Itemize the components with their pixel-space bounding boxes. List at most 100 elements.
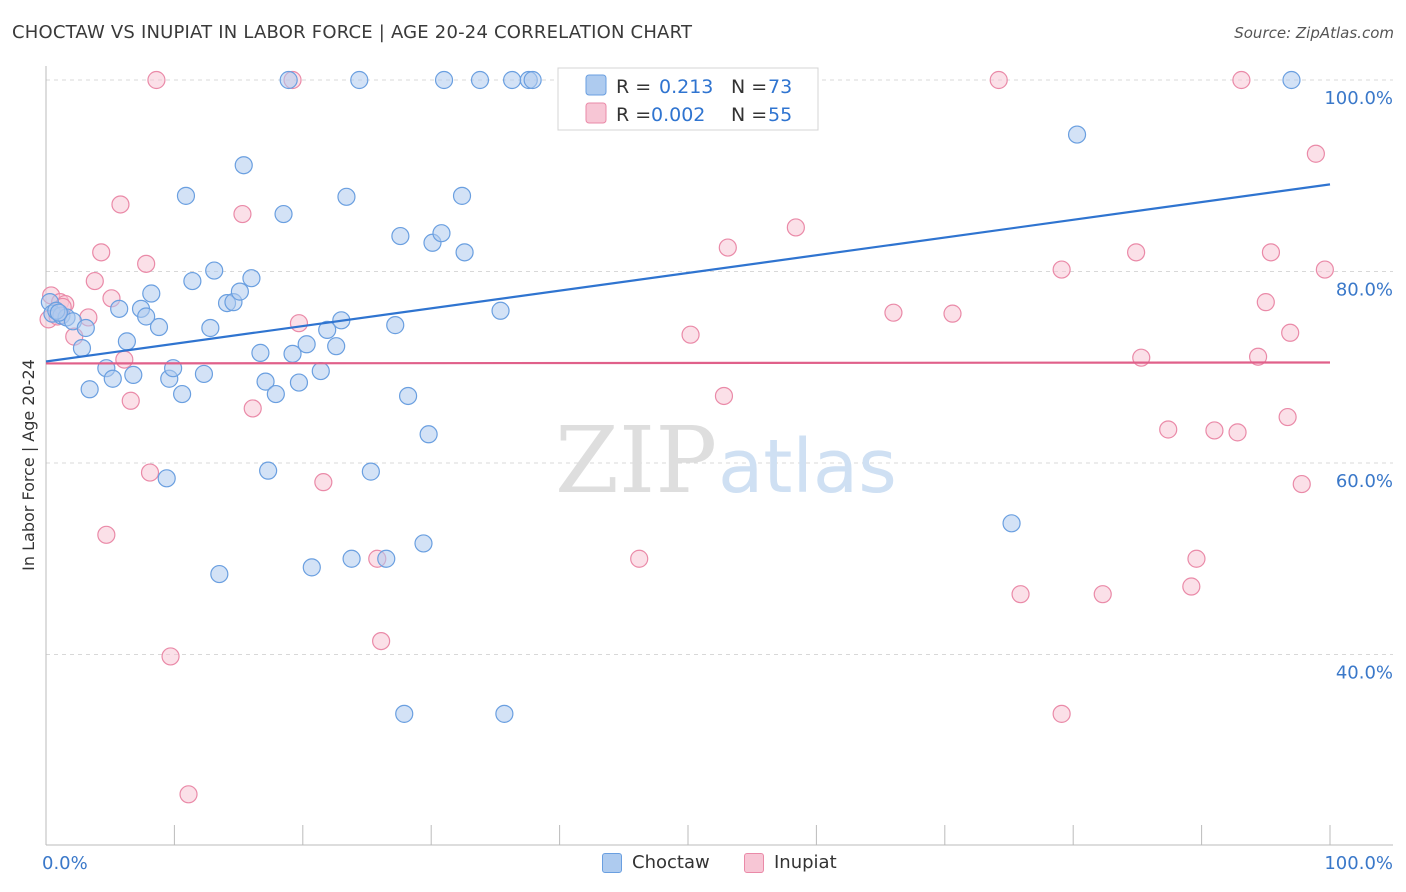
bottom-legend-inupiat: Inupiat [744, 852, 837, 873]
inupiat-point [1278, 407, 1297, 427]
choctaw-point [1002, 514, 1021, 533]
inupiat-point [1011, 585, 1030, 604]
axes [45, 66, 1393, 846]
inupiat-point [161, 647, 180, 666]
choctaw-point [117, 332, 136, 351]
chart-title: CHOCTAW VS INUPIAT IN LABOR FORCE | AGE … [12, 22, 693, 43]
choctaw-point [1282, 70, 1301, 90]
choctaw-point [256, 372, 275, 391]
source-credit: Source: ZipAtlas.com [1234, 24, 1394, 42]
bottom-legend-choctaw: Choctaw [602, 852, 710, 873]
inupiat-point [714, 386, 734, 406]
choctaw-point [149, 317, 169, 337]
inupiat-point [1187, 549, 1206, 568]
inupiat-point [179, 785, 198, 804]
choctaw-point [183, 271, 202, 291]
inupiat-point [147, 70, 166, 90]
inupiat-point [786, 218, 805, 237]
choctaw-point [194, 364, 214, 384]
choctaw-points [40, 70, 1301, 723]
inupiat-point [1052, 704, 1071, 723]
choctaw-point [452, 186, 472, 205]
inupiat-point [718, 238, 737, 257]
inupiat-point [1281, 323, 1300, 342]
y-tick-label: 80.0% [1336, 280, 1393, 301]
inupiat-point [289, 314, 309, 333]
choctaw-point [350, 70, 369, 90]
inupiat-point [1205, 421, 1224, 440]
inupiat-point [1127, 243, 1146, 262]
choctaw-point [76, 318, 95, 338]
choctaw-point [142, 284, 161, 303]
choctaw-point [470, 70, 490, 90]
y-tick-label: 60.0% [1336, 471, 1393, 492]
choctaw-point [377, 549, 396, 568]
choctaw-point [110, 299, 129, 318]
watermark: ZIP atlas [555, 407, 897, 514]
choctaw-point [337, 187, 356, 206]
y-tick-label: 100.0% [1324, 88, 1393, 109]
choctaw-point [523, 70, 542, 90]
tick-labels: 40.0% 60.0% 80.0% 100.0% 0.0% 100.0% [42, 88, 1393, 874]
y-tick-label: 40.0% [1336, 663, 1393, 684]
choctaw-point [210, 564, 229, 584]
inupiat-trend-line [45, 361, 1331, 365]
inupiat-point [137, 254, 156, 273]
choctaw-legend-label: Choctaw [632, 852, 710, 873]
inupiat-point [1248, 347, 1268, 366]
choctaw-point [318, 320, 337, 340]
inupiat-point [943, 304, 962, 323]
choctaw-point [201, 318, 220, 338]
inupiat-point [1315, 260, 1334, 279]
inupiat-point [1182, 577, 1201, 596]
choctaw-point [49, 303, 68, 322]
inupiat-point [1292, 474, 1311, 494]
inupiat-swatch [744, 852, 764, 873]
choctaw-point [251, 343, 270, 362]
inupiat-point [140, 463, 160, 482]
choctaw-point [279, 70, 298, 90]
choctaw-point [434, 70, 454, 90]
choctaw-point [491, 301, 510, 320]
inupiat-point [92, 243, 111, 262]
inupiat-point [884, 303, 903, 322]
inupiat-point [1093, 585, 1112, 604]
inupiat-point [243, 399, 262, 418]
y-axis-title: In Labor Force | Age 20-24 [19, 359, 38, 571]
inupiat-point [630, 549, 649, 568]
choctaw-point [266, 384, 285, 404]
x-tick-label: 100.0% [1324, 853, 1393, 874]
legend-inupiat-r-value: 0.002 [651, 104, 705, 126]
choctaw-point [455, 243, 474, 262]
choctaw-point [327, 337, 346, 356]
choctaw-point [1067, 125, 1087, 144]
choctaw-point [311, 361, 330, 381]
choctaw-point [230, 282, 249, 301]
inupiat-point [1159, 420, 1178, 439]
inupiat-point [989, 70, 1008, 90]
choctaw-point [432, 224, 451, 243]
inupiat-point [681, 325, 700, 344]
inupiat-point [1228, 423, 1247, 442]
choctaw-point [72, 339, 92, 358]
choctaw-point [398, 386, 418, 406]
choctaw-point [419, 425, 438, 444]
choctaw-point [414, 534, 433, 553]
legend-inupiat-n-label: N = [731, 104, 767, 126]
legend-choctaw-r-value: 0.213 [659, 76, 713, 98]
legend-choctaw-swatch [585, 74, 607, 96]
choctaw-point [386, 316, 405, 335]
choctaw-point [176, 186, 196, 205]
legend-choctaw-r-label: R = [616, 76, 651, 98]
inupiat-point [372, 631, 391, 651]
inupiat-point [1306, 144, 1325, 163]
choctaw-point [103, 369, 122, 388]
choctaw-point [124, 365, 143, 385]
choctaw-point [302, 558, 321, 577]
stats-legend: R = 0.213 N = 73 R = 0.002 N = 55 [557, 67, 819, 131]
legend-inupiat-r-label: R = [616, 104, 651, 126]
inupiat-point [1261, 243, 1281, 262]
choctaw-point [502, 70, 522, 90]
legend-choctaw-n-value: 73 [768, 76, 792, 98]
